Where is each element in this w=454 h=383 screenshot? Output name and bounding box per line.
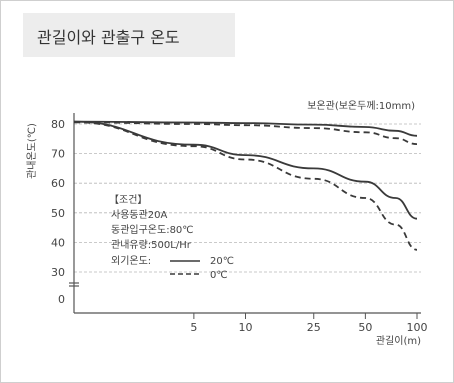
axes: [69, 113, 421, 314]
y-tick-label-40: 40: [51, 236, 65, 249]
x-tick-label-5: 5: [190, 321, 197, 334]
x-tick-label-25: 25: [307, 321, 321, 334]
y-tick-labels: 0 30 40 50 60 70 80: [51, 118, 65, 306]
condition-line-3: 관내유량:500L/Hr: [111, 239, 192, 251]
chart-title: 관길이와 관출구 온도: [37, 28, 180, 47]
y-axis-label: 관내온도(℃): [26, 123, 38, 179]
conditions-heading: 【조건】: [109, 194, 147, 206]
series-line-insulated-dashed: [73, 121, 418, 145]
y-tick-label-0: 0: [58, 293, 65, 306]
y-tick-label-70: 70: [51, 148, 65, 161]
x-tick-label-10: 10: [239, 321, 253, 334]
insulated-annotation: 보온관(보온두께:10mm): [307, 100, 415, 112]
series-line-bare-solid: [73, 120, 418, 220]
y-tick-label-30: 30: [51, 266, 65, 279]
x-tick-label-50: 50: [358, 321, 372, 334]
title-box: 관길이와 관출구 온도: [23, 13, 235, 57]
y-tick-label-60: 60: [51, 177, 65, 190]
legend-label-dashed: 0℃: [210, 270, 228, 281]
gridlines: [74, 123, 421, 273]
condition-line-2: 동관입구온도:80℃: [111, 223, 194, 236]
x-axis-label: 관길이(m): [376, 334, 421, 347]
x-tick-labels: 5 10 25 50 100: [190, 313, 428, 334]
condition-line-1: 사용동관20A: [111, 209, 168, 221]
series-lines: [73, 120, 418, 251]
legend-prefix: 외기온도:: [111, 255, 151, 267]
series-line-bare-dashed: [73, 121, 418, 251]
x-tick-label-100: 100: [407, 321, 428, 334]
legend-label-solid: 20℃: [210, 256, 234, 267]
y-tick-label-50: 50: [51, 207, 65, 220]
y-tick-label-80: 80: [51, 118, 65, 131]
series-line-insulated-solid: [73, 120, 418, 137]
